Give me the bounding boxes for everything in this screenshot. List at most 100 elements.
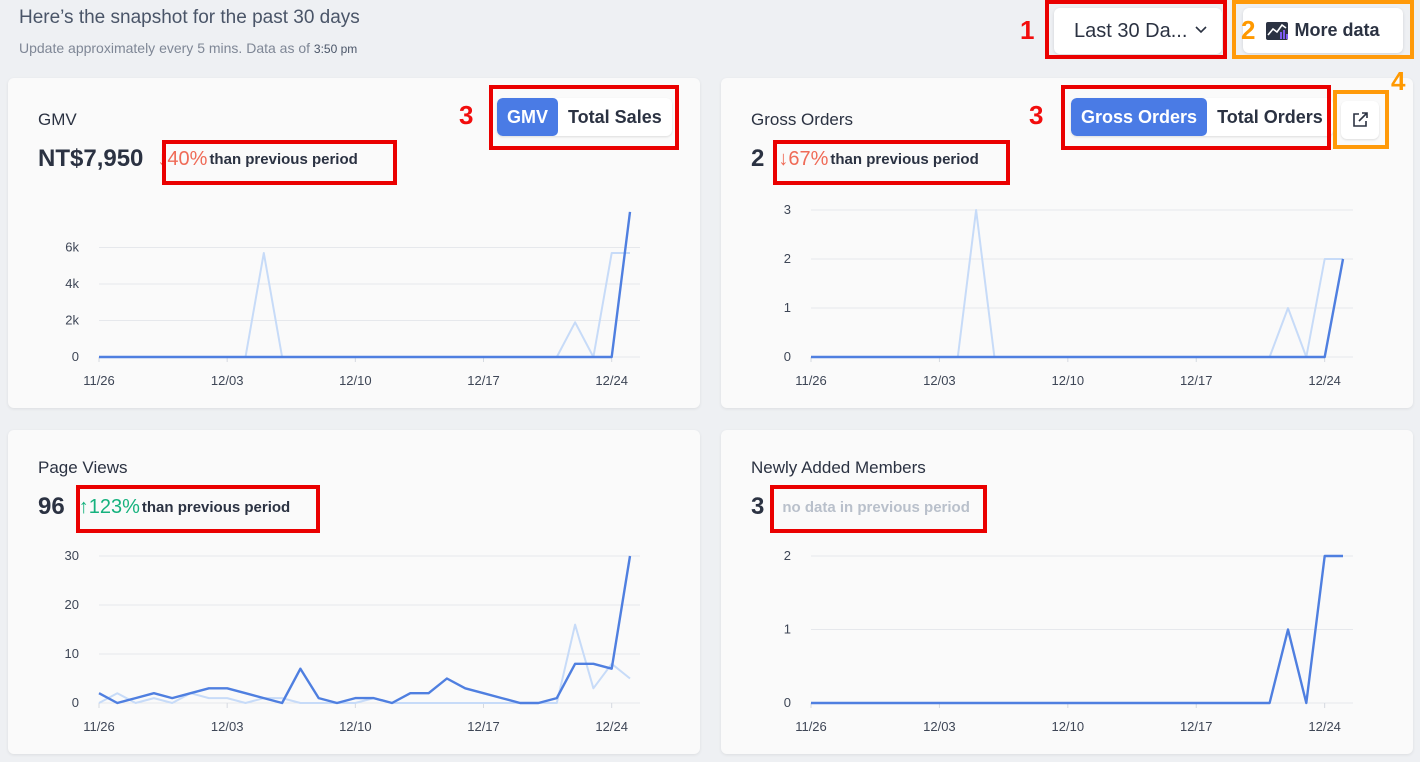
annotation-number-3-gmv: 3: [459, 100, 474, 130]
views-delta-pct: 123%: [88, 495, 140, 518]
date-range-value: Last 30 Da...: [1074, 19, 1188, 42]
x-tick-label: 12/10: [339, 373, 372, 388]
views-value: 96: [38, 493, 65, 520]
toggle-gross-orders[interactable]: Gross Orders: [1071, 98, 1208, 136]
page-title: Here’s the snapshot for the past 30 days: [19, 7, 360, 28]
orders-title: Gross Orders: [751, 110, 854, 129]
update-time: 3:50 pm: [313, 42, 358, 56]
orders-chart: 0 1 2 3 11/26 12/03 12/10 12/17 12/24: [784, 202, 1353, 388]
gmv-title: GMV: [38, 110, 77, 129]
members-value: 3: [751, 493, 765, 520]
x-tick-label: 12/10: [1052, 373, 1085, 388]
annotation-box-orders-toggle: [1061, 85, 1331, 150]
annotation-box-orders-delta: [773, 140, 1010, 185]
views-previous-series-line: [98, 623, 631, 704]
annotation-box-members-delta: [770, 485, 987, 533]
gmv-card: GMV NT$7,950 ↓ 40% than previous period …: [8, 78, 700, 408]
x-tick-label: 12/24: [1308, 719, 1341, 734]
members-delta: no data in previous period: [778, 499, 970, 516]
x-tick-label: 12/24: [595, 373, 628, 388]
x-tick-label: 12/03: [211, 373, 244, 388]
y-tick-label: 10: [65, 646, 79, 661]
y-tick-label: 0: [784, 695, 791, 710]
x-tick-label: 12/24: [595, 719, 628, 734]
annotation-box-views-delta: [76, 485, 320, 533]
update-info: Update approximately every 5 mins. Data …: [19, 40, 357, 56]
members-title: Newly Added Members: [751, 458, 926, 477]
y-tick-label: 4k: [65, 276, 79, 291]
members-chart: 0 1 2 11/26 12/03 12/10 12/17 12/24: [784, 548, 1353, 734]
orders-current-series-line: [811, 258, 1345, 359]
annotation-number-3-orders: 3: [1029, 100, 1044, 130]
x-tick-label: 12/10: [339, 719, 372, 734]
x-tick-label: 12/03: [211, 719, 244, 734]
y-tick-label: 0: [72, 695, 79, 710]
orders-toggle: Gross Orders Total Orders: [1071, 98, 1333, 136]
y-tick-label: 2: [784, 251, 791, 266]
x-tick-label: 12/17: [467, 373, 500, 388]
x-tick-label: 11/26: [795, 373, 827, 388]
annotation-number-2: 2: [1241, 15, 1256, 45]
toggle-total-orders[interactable]: Total Orders: [1217, 106, 1323, 127]
x-tick-label: 11/26: [83, 719, 115, 734]
annotation-box-more-data: [1232, 0, 1414, 59]
x-tick-label: 12/24: [1308, 373, 1341, 388]
members-metric-row: 3 no data in previous period: [751, 493, 970, 521]
external-link-icon: [1353, 112, 1368, 127]
x-tick-label: 12/03: [923, 719, 956, 734]
members-delta-text: no data in previous period: [782, 498, 970, 516]
more-data-button[interactable]: More data: [1243, 8, 1403, 53]
y-tick-label: 1: [784, 300, 791, 315]
y-tick-label: 2k: [65, 313, 79, 328]
views-title: Page Views: [38, 458, 128, 477]
annotation-box-date-range: [1045, 0, 1227, 59]
y-tick-label: 30: [65, 548, 79, 563]
y-tick-label: 1: [784, 622, 791, 637]
orders-delta-pct: 67%: [788, 147, 829, 170]
annotation-box-gmv-toggle: [489, 85, 679, 150]
gmv-chart: 0 2k 4k 6k 11/26 12/03 12/10 12/17 12/24: [65, 211, 640, 388]
x-tick-label: 12/03: [923, 373, 956, 388]
x-tick-label: 11/26: [795, 719, 827, 734]
annotation-number-4: 4: [1391, 66, 1406, 96]
views-chart: 0 10 20 30 11/26 12/03 12/10 12/17 12/24: [65, 548, 640, 734]
gmv-current-series-line: [99, 211, 632, 359]
open-report-button[interactable]: [1341, 101, 1379, 139]
orders-delta-text: than previous period: [830, 150, 979, 168]
members-card: Newly Added Members 3 no data in previou…: [721, 430, 1413, 754]
gmv-delta-text: than previous period: [209, 150, 358, 168]
date-range-select[interactable]: Last 30 Da...: [1054, 8, 1222, 54]
y-tick-label: 3: [784, 202, 791, 217]
views-delta: ↑ 123% than previous period: [79, 496, 291, 519]
views-card: Page Views 96 ↑ 123% than previous perio…: [8, 430, 700, 754]
gmv-value: NT$7,950: [38, 145, 144, 172]
toggle-total-sales[interactable]: Total Sales: [568, 106, 662, 127]
chart-icon: [1266, 21, 1289, 40]
views-current-series-line: [98, 555, 632, 705]
toggle-gmv[interactable]: GMV: [497, 98, 559, 136]
x-tick-label: 12/17: [1180, 373, 1213, 388]
members-current-series-line: [811, 554, 1343, 705]
chevron-down-icon: [1195, 26, 1207, 34]
more-data-label: More data: [1294, 20, 1380, 40]
x-tick-label: 12/17: [467, 719, 500, 734]
gmv-delta-pct: 40%: [167, 147, 208, 170]
orders-metric-row: 2 ↓ 67% than previous period: [751, 145, 979, 173]
arrow-down-icon: ↓: [778, 147, 789, 170]
annotation-box-external: [1333, 90, 1389, 149]
arrow-up-icon: ↑: [78, 495, 89, 518]
x-tick-label: 12/17: [1180, 719, 1213, 734]
gmv-toggle: GMV Total Sales: [497, 98, 672, 136]
y-tick-label: 0: [784, 349, 791, 364]
orders-previous-series-line: [811, 209, 1343, 358]
annotation-box-gmv-delta: [162, 140, 397, 185]
y-tick-label: 20: [65, 597, 79, 612]
annotation-number-1: 1: [1020, 15, 1035, 45]
orders-delta: ↓ 67% than previous period: [778, 148, 978, 171]
x-tick-label: 11/26: [83, 373, 115, 388]
y-tick-label: 6k: [65, 240, 79, 255]
views-delta-text: than previous period: [141, 498, 291, 516]
x-tick-label: 12/10: [1052, 719, 1085, 734]
update-text: Update approximately every 5 mins. Data …: [19, 40, 311, 56]
orders-card: Gross Orders 2 ↓ 67% than previous perio…: [721, 78, 1413, 408]
